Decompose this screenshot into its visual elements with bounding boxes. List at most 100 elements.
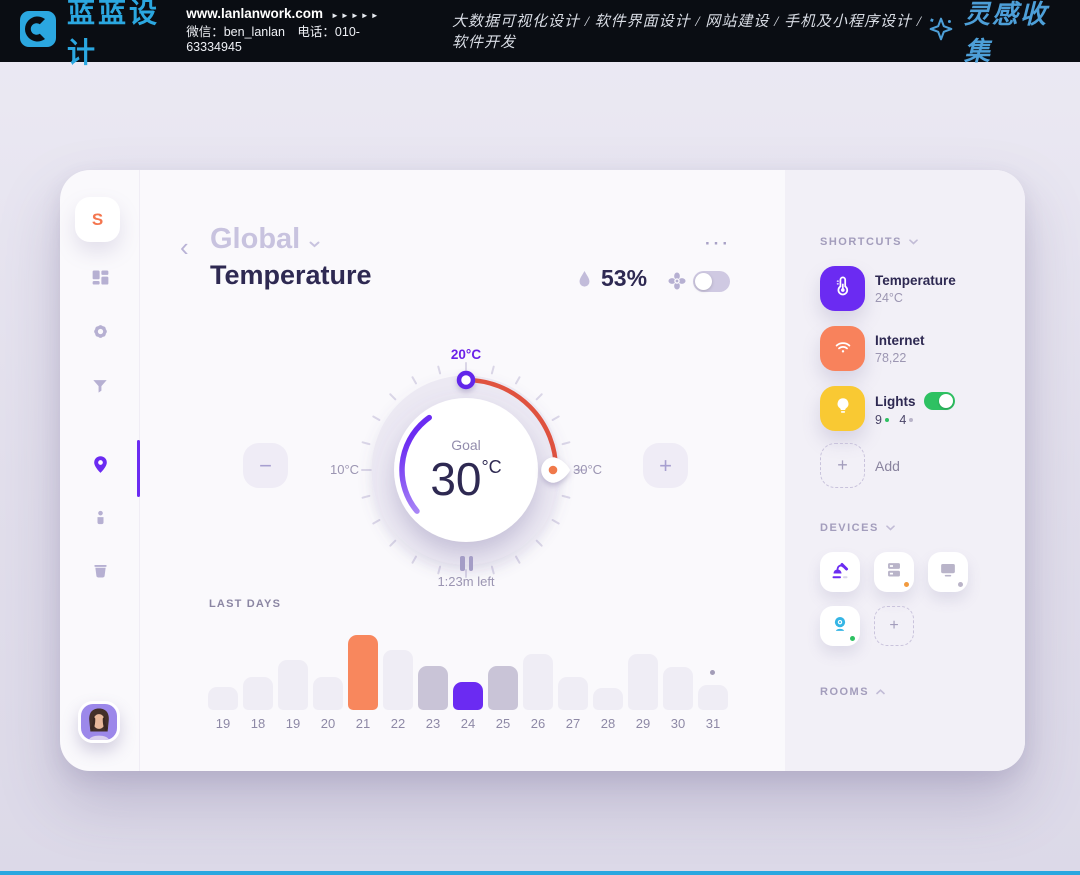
device-monitor-tile[interactable] — [928, 552, 968, 592]
humidity-value: 53% — [601, 265, 648, 291]
chart-bar[interactable] — [698, 685, 728, 710]
chart-x-label: 30 — [670, 716, 686, 731]
sidebar-item-profile[interactable] — [85, 505, 115, 535]
back-button[interactable]: ‹ — [180, 232, 189, 262]
dial-progress-arc — [399, 403, 533, 537]
chart-bar[interactable] — [313, 677, 343, 710]
gear-icon — [90, 321, 111, 347]
device-webcam-tile[interactable] — [820, 606, 860, 646]
shortcut-internet-tile[interactable] — [820, 326, 865, 371]
chart-bar-cell — [208, 622, 238, 710]
shortcut-lights-counts: 9 4 — [875, 413, 914, 427]
shortcut-lights-tile[interactable] — [820, 386, 865, 431]
fan-toggle[interactable] — [693, 271, 730, 292]
goal-value: 30°C — [430, 453, 502, 505]
company-logo-text: 蓝蓝设计 — [67, 0, 161, 68]
inspiration-collect[interactable]: 灵感收集 — [926, 0, 1058, 68]
chart-bar[interactable] — [593, 688, 623, 710]
sparkle-star-icon — [926, 14, 956, 49]
dial-max-label: 30°C — [573, 462, 603, 477]
company-logo[interactable]: 蓝蓝设计 — [18, 0, 170, 71]
chart-bar-cell — [488, 622, 518, 710]
goal-label: Goal — [451, 437, 481, 453]
promo-banner: 蓝蓝设计 www.lanlanwork.com ►►►►► 微信：ben_lanl… — [0, 0, 1080, 68]
website-url[interactable]: www.lanlanwork.com ►►►►► — [186, 5, 381, 21]
collect-label: 灵感收集 — [964, 0, 1049, 66]
chart-bar[interactable] — [348, 635, 378, 710]
filter-funnel-icon — [90, 376, 110, 401]
shortcut-temperature-value: 24°C — [875, 291, 903, 305]
shortcut-internet-name: Internet — [875, 333, 925, 348]
temperature-dial-svg[interactable] — [316, 320, 616, 620]
person-icon — [91, 508, 110, 532]
add-shortcut-button[interactable]: + — [820, 443, 865, 488]
sidebar-item-dashboard[interactable] — [85, 265, 115, 295]
scope-selector[interactable]: Global — [210, 223, 320, 256]
server-icon — [883, 559, 905, 586]
lightbulb-icon — [832, 395, 854, 422]
pause-button[interactable] — [460, 556, 473, 571]
chart-bar-cell — [348, 622, 378, 710]
dial-tick-marks — [361, 362, 571, 578]
chart-bar-cell — [628, 622, 658, 710]
shortcuts-section-header[interactable]: SHORTCUTS — [820, 236, 918, 248]
app-logo[interactable]: S — [75, 197, 120, 242]
dial-handle[interactable] — [541, 457, 586, 483]
dial-current-label: 20°C — [450, 347, 482, 362]
chart-bar-cell — [698, 622, 728, 710]
chart-bar-cell — [313, 622, 343, 710]
chart-bar-cell — [243, 622, 273, 710]
wechat-contact: 微信：ben_lanlan — [186, 24, 285, 39]
temperature-dial: 20°C 10°C 30°C Goal 30°C — [316, 320, 616, 620]
chart-bar[interactable] — [278, 660, 308, 710]
chart-x-label: 31 — [705, 716, 721, 731]
add-device-button[interactable]: + — [874, 606, 914, 646]
chart-bar[interactable] — [418, 666, 448, 710]
chart-bar[interactable] — [208, 687, 238, 710]
more-menu-button[interactable]: ··· — [705, 234, 731, 253]
chart-bar[interactable] — [523, 654, 553, 710]
chart-title: LAST DAYS — [209, 598, 282, 610]
chart-bar[interactable] — [663, 667, 693, 710]
chart-bar[interactable] — [558, 677, 588, 710]
sidebar-item-trash[interactable] — [85, 558, 115, 588]
device-lamp-tile[interactable] — [820, 552, 860, 592]
chart-bar[interactable] — [453, 682, 483, 710]
dial-handle-dot — [548, 465, 558, 475]
chart-x-label: 26 — [530, 716, 546, 731]
lights-toggle[interactable] — [923, 392, 955, 410]
dial-min-label: 10°C — [330, 462, 360, 477]
location-pin-icon — [90, 454, 111, 480]
chart-bar[interactable] — [488, 666, 518, 710]
goal-unit: °C — [481, 457, 502, 477]
device-server-tile[interactable] — [874, 552, 914, 592]
device-status-dot — [904, 582, 909, 587]
sidebar-item-settings[interactable] — [85, 319, 115, 349]
sidebar-item-location[interactable] — [85, 452, 115, 482]
chart-bar-cell — [593, 622, 623, 710]
shortcut-temperature-name: Temperature — [875, 273, 956, 288]
devices-section-header[interactable]: DEVICES — [820, 522, 895, 534]
last-days-bar-chart — [208, 622, 728, 710]
sidebar-item-filter[interactable] — [85, 373, 115, 403]
chart-bar[interactable] — [243, 677, 273, 710]
chart-x-axis-labels: 19 18 19 20 21 22 23 24 25 26 27 28 29 30 31 — [208, 716, 728, 731]
device-status-dot — [958, 582, 963, 587]
humidity-droplet-icon — [576, 269, 593, 295]
shortcut-temperature-tile[interactable] — [820, 266, 865, 311]
thermometer-icon — [832, 275, 854, 302]
chart-bar-cell — [523, 622, 553, 710]
services-list: 大数据可视化设计 / 软件界面设计 / 网站建设 / 手机及小程序设计 / 软件… — [452, 14, 922, 51]
increase-temperature-button[interactable]: + — [643, 443, 688, 488]
user-avatar[interactable] — [78, 701, 120, 743]
chart-bar-cell — [278, 622, 308, 710]
trash-icon — [91, 561, 110, 585]
rooms-section-header[interactable]: ROOMS — [820, 686, 885, 698]
chart-x-label: 19 — [215, 716, 231, 731]
add-shortcut-label: Add — [875, 458, 900, 474]
dial-start-knob[interactable] — [456, 370, 476, 390]
chart-bar[interactable] — [383, 650, 413, 710]
decrease-temperature-button[interactable]: − — [243, 443, 288, 488]
device-status-dot — [850, 636, 855, 641]
chart-bar[interactable] — [628, 654, 658, 710]
